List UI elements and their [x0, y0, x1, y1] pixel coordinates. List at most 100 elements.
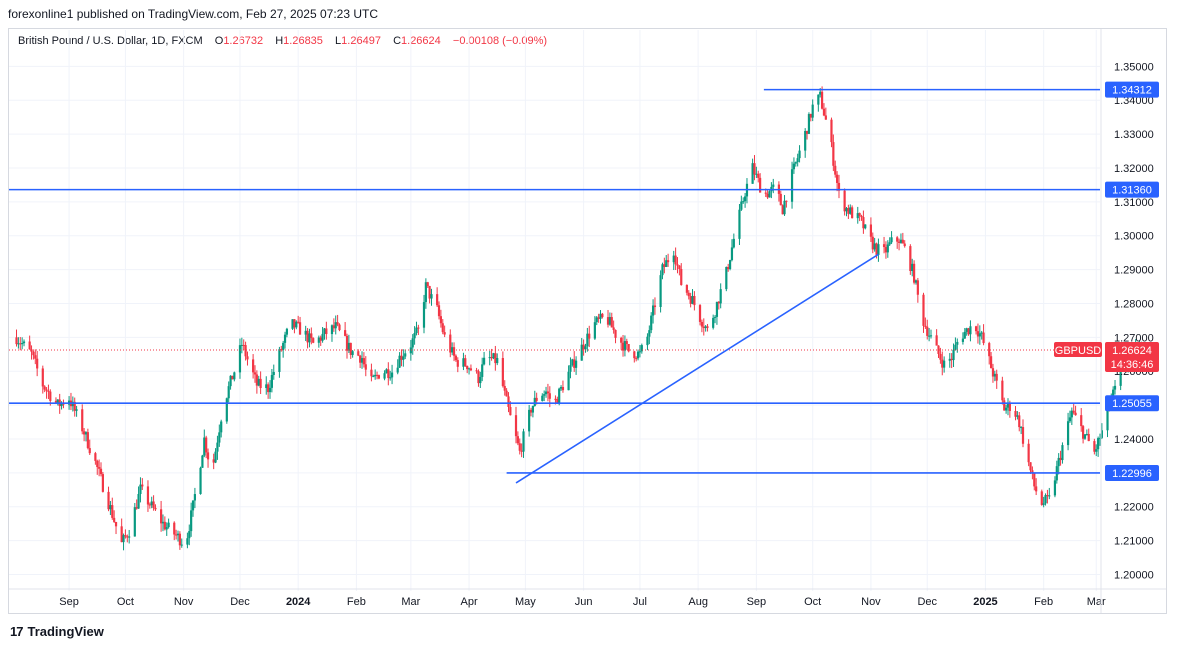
candle-body [678, 265, 681, 270]
candle-body [283, 334, 287, 343]
candle-body [464, 358, 467, 366]
candle-body [124, 535, 127, 537]
candle-body [400, 355, 403, 360]
candle-body [685, 284, 688, 293]
candle-body [599, 313, 602, 319]
y-tick-label: 1.33000 [1114, 129, 1154, 141]
candle-body [113, 517, 116, 522]
candle-body [349, 342, 352, 355]
candle-body [730, 247, 734, 261]
candle-body [935, 335, 938, 346]
current-price-label: 1.26624 [1112, 345, 1152, 357]
candle-body [877, 244, 880, 255]
candle-body [218, 432, 221, 443]
candle-body [360, 358, 364, 363]
badge-layer: 1.34312 1.31360 1.25055 1.22996 GBPUSD 1.2662… [1054, 81, 1159, 481]
candle-body [449, 334, 452, 353]
y-tick-label: 1.21000 [1114, 536, 1154, 548]
candle-body [1031, 470, 1034, 474]
candle-body [238, 345, 242, 373]
candle-body [188, 531, 191, 539]
candle-body [15, 337, 18, 345]
candle-body [98, 467, 101, 469]
candle-body [1083, 434, 1087, 439]
candle-body [96, 460, 99, 468]
candle-body [873, 243, 876, 250]
candle-body [86, 432, 89, 449]
candle-body [929, 335, 933, 337]
candle-body [595, 317, 598, 323]
candle-body [469, 368, 473, 371]
candle-body [743, 196, 747, 202]
candle-body [280, 349, 283, 351]
candle-body [54, 400, 58, 403]
candle-body [503, 385, 506, 391]
candle-body [475, 370, 478, 372]
candle-body [608, 317, 611, 325]
candle-body [359, 355, 362, 363]
x-tick-label: Oct [804, 596, 821, 608]
level-layer[interactable] [9, 88, 1100, 484]
candle-body [265, 384, 268, 389]
candle-body [34, 355, 37, 359]
candle-body [588, 333, 591, 339]
candle-body [625, 341, 628, 344]
candle-body [713, 316, 717, 318]
candle-body [882, 244, 886, 248]
candle-body [501, 358, 504, 386]
candle-body [317, 337, 320, 343]
candle-body [751, 163, 754, 184]
candle-body [790, 169, 794, 202]
candle-body [635, 358, 638, 360]
candle-body [623, 341, 627, 351]
countdown-label: 14:36:46 [1111, 359, 1154, 371]
candle-body [240, 344, 243, 346]
candle-body [19, 343, 22, 345]
tradingview-footer[interactable]: 17 TradingView [10, 624, 104, 639]
candle-body [651, 305, 655, 316]
candle-body [888, 242, 891, 245]
candle-body [653, 305, 657, 307]
candle-body [389, 377, 392, 379]
candle-body [422, 302, 426, 328]
candle-body [220, 421, 223, 433]
candle-body [1081, 426, 1085, 439]
candle-body [377, 375, 381, 379]
current-price-badge [1105, 342, 1159, 373]
symbol-legend: British Pound / U.S. Dollar, 1D, FXCM O1… [18, 35, 547, 47]
candle-body [648, 330, 651, 337]
candle-body [988, 343, 991, 357]
candle-body [689, 296, 692, 304]
x-tick-label: Nov [861, 596, 881, 608]
candle-body [728, 260, 732, 270]
candle-body [32, 351, 35, 356]
candle-body [830, 119, 833, 143]
candle-body [330, 325, 334, 335]
candle-body [759, 177, 762, 193]
candle-body [824, 115, 827, 120]
level-price-badge [1105, 181, 1159, 198]
candle-body [1057, 457, 1060, 467]
candle-body [1068, 417, 1072, 422]
candle-body [36, 358, 39, 369]
candle-body [586, 333, 589, 347]
candle-body [967, 328, 970, 335]
candle-body [638, 351, 642, 353]
candle-body [520, 450, 523, 452]
candle-body [627, 343, 630, 352]
candle-body [1087, 433, 1090, 442]
candle-body [375, 374, 379, 376]
candle-body [911, 263, 914, 271]
candle-body [993, 373, 996, 377]
candle-body [1016, 415, 1019, 417]
candle-body [374, 374, 377, 377]
candle-body [396, 367, 399, 373]
candle-body [139, 484, 142, 494]
candle-body [477, 371, 480, 384]
candle-body [1100, 430, 1103, 438]
candle-body [216, 442, 219, 452]
candle-body [496, 358, 499, 364]
y-tick-label: 1.28000 [1114, 298, 1154, 310]
candle-body [190, 510, 193, 532]
